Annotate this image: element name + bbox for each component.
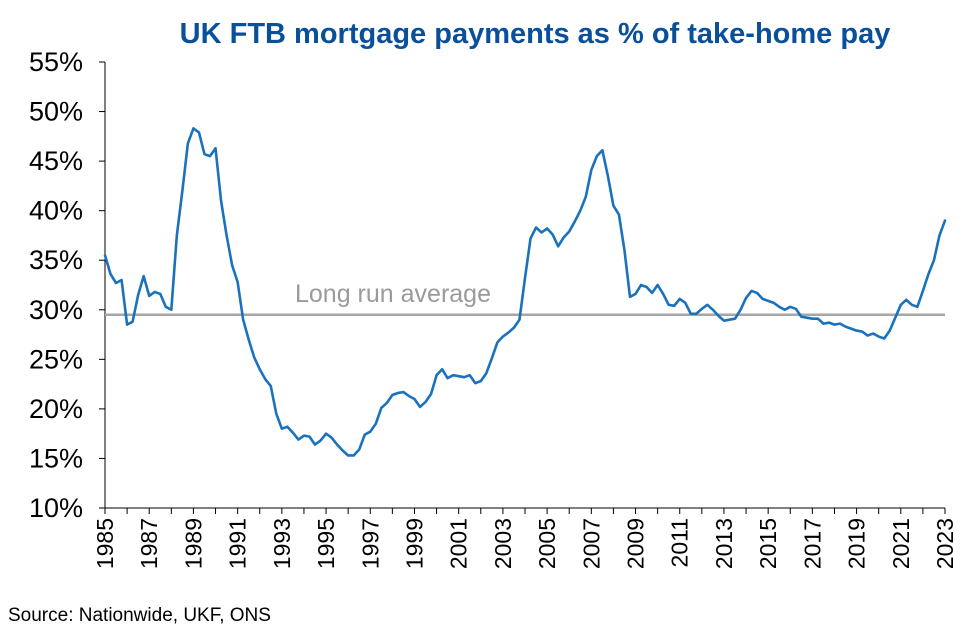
y-tick-label: 55% — [29, 47, 83, 77]
x-tick-label: 1991 — [225, 518, 251, 569]
x-tick-label: 1987 — [136, 518, 162, 569]
y-tick-label: 40% — [29, 196, 83, 226]
y-tick-label: 35% — [29, 245, 83, 275]
x-tick-label: 2023 — [932, 518, 958, 569]
x-tick-label: 2003 — [490, 518, 516, 569]
y-tick-label: 15% — [29, 443, 83, 473]
y-tick-label: 20% — [29, 394, 83, 424]
x-tick-label: 2017 — [799, 518, 825, 569]
x-tick-label: 1997 — [357, 518, 383, 569]
x-tick-label: 2009 — [623, 518, 649, 569]
y-tick-label: 45% — [29, 146, 83, 176]
source-note: Source: Nationwide, UKF, ONS — [8, 605, 271, 626]
x-tick-label: 2015 — [755, 518, 781, 569]
x-tick-label: 1985 — [92, 518, 118, 569]
y-tick-label: 10% — [29, 493, 83, 523]
x-tick-label: 2001 — [446, 518, 472, 569]
x-tick-label: 2013 — [711, 518, 737, 569]
x-tick-label: 2011 — [667, 518, 693, 567]
x-tick-label: 2005 — [534, 518, 560, 569]
series-line — [103, 127, 947, 457]
x-tick-label: 1993 — [269, 518, 295, 569]
long-run-average-label: Long run average — [295, 280, 491, 308]
x-tick-label: 1999 — [401, 518, 427, 569]
y-axis-ticks: 10% 15% 20% 25% 30% 35% 40% 45% 50% 55% — [29, 47, 105, 523]
y-tick-label: 50% — [29, 97, 83, 127]
x-tick-label: 1989 — [180, 518, 206, 569]
y-tick-label: 30% — [29, 295, 83, 325]
y-tick-label: 25% — [29, 344, 83, 374]
chart-title: UK FTB mortgage payments as % of take-ho… — [180, 18, 891, 50]
x-tick-label: 2007 — [578, 518, 604, 569]
x-tick-label: 2019 — [844, 518, 870, 569]
x-axis-ticks: 1985 1987 1989 1991 1993 1995 1997 1999 2001 2003… — [92, 508, 958, 569]
x-tick-label: 1995 — [313, 518, 339, 569]
x-tick-label: 2021 — [888, 518, 914, 569]
